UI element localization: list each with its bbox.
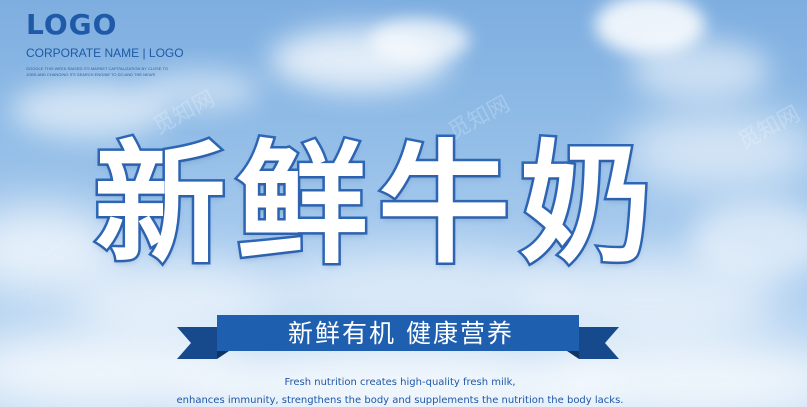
ribbon-face xyxy=(217,315,579,351)
logo-fine-print: GOOGLE THIS WEEK RAISED ITS MARKET CAPIT… xyxy=(26,66,186,78)
ribbon-left-tail xyxy=(177,327,217,359)
ribbon-right-tail xyxy=(579,327,619,359)
caption-line: Fresh nutrition creates high-quality fre… xyxy=(284,377,516,388)
fine-print-line: JOBS AND CHANGING ITS SEARCH ENGINE TO D… xyxy=(26,72,156,77)
ribbon-left-fold xyxy=(217,351,229,359)
caption-line: enhances immunity, strengthens the body … xyxy=(176,395,624,406)
logo-wordmark: LOGO xyxy=(26,8,118,41)
corporate-name: CORPORATE NAME | LOGO xyxy=(26,46,184,60)
ribbon-right-fold xyxy=(567,351,579,359)
ribbon-banner xyxy=(177,315,619,359)
fine-print-line: GOOGLE THIS WEEK RAISED ITS MARKET CAPIT… xyxy=(26,66,168,71)
ribbon-text: 新鲜有机 健康营养 xyxy=(288,319,514,348)
headline: 新鲜牛奶 xyxy=(92,128,662,283)
